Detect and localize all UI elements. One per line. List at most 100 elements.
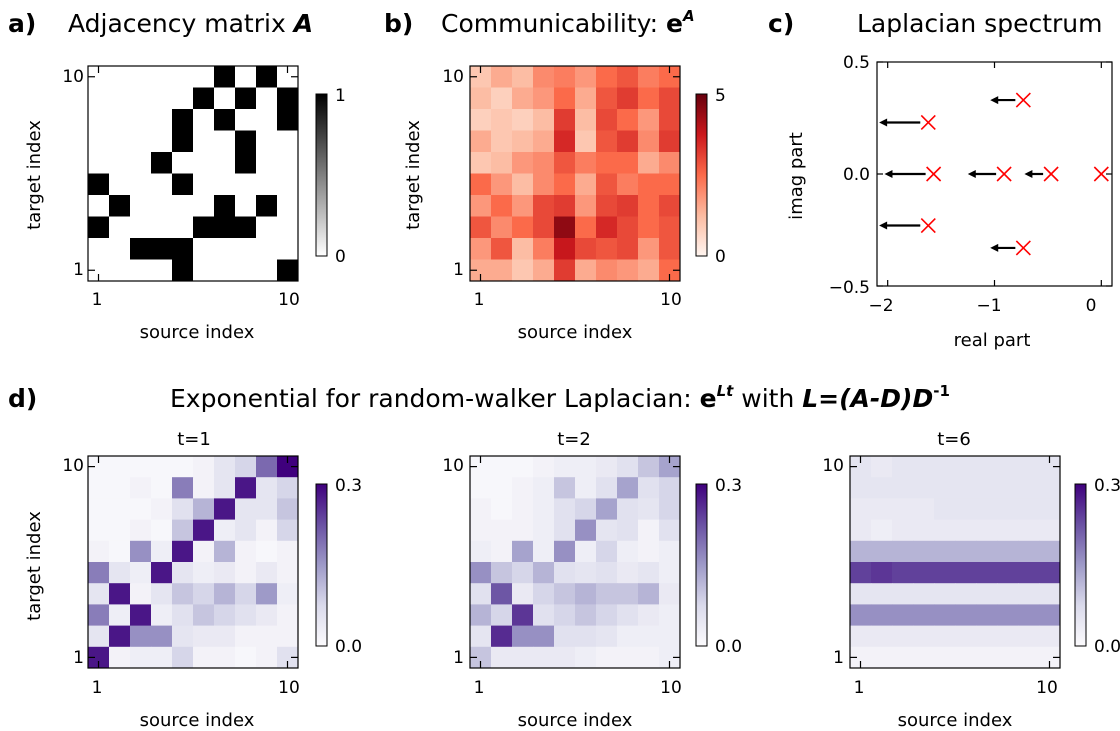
walker-t1-cell bbox=[214, 562, 236, 584]
walker-t2-cell bbox=[533, 519, 555, 542]
communicability-cell bbox=[617, 152, 639, 174]
adjacency-cell bbox=[193, 216, 215, 239]
adjacency-cell bbox=[109, 259, 131, 282]
walker-t2-ytick-1: 1 bbox=[453, 648, 464, 668]
spectrum-arrow-head bbox=[884, 170, 893, 178]
walker-t2-cell bbox=[512, 604, 534, 626]
walker-t6-cell bbox=[850, 456, 872, 478]
walker-t6-cell bbox=[913, 498, 935, 520]
walker-t6-cell bbox=[1039, 625, 1061, 648]
adjacency-cell bbox=[256, 173, 278, 196]
walker-t6-cell bbox=[1018, 456, 1040, 478]
walker-t6-cell bbox=[934, 646, 956, 669]
walker-t1-cell bbox=[151, 456, 173, 478]
communicability-cell bbox=[512, 259, 534, 282]
communicability-cell bbox=[470, 238, 492, 260]
panel-a-title: Adjacency matrix A bbox=[68, 9, 313, 38]
walker-t6-cell bbox=[1039, 646, 1061, 669]
communicability-cell bbox=[470, 216, 492, 239]
spectrum-arrow-head bbox=[990, 243, 999, 252]
walker-t1-cell bbox=[109, 519, 131, 542]
walker-t2-cell bbox=[533, 540, 555, 563]
walker-t1-cell bbox=[256, 477, 278, 499]
adjacency-cell bbox=[214, 87, 236, 110]
adjacency-xlabel: source index bbox=[140, 322, 255, 343]
walker-t6-cell bbox=[976, 562, 998, 584]
walker-t1-cell bbox=[235, 519, 257, 542]
communicability-cell bbox=[470, 173, 492, 196]
communicability-cell bbox=[533, 130, 555, 153]
communicability-ylabel: target index bbox=[403, 120, 424, 230]
spectrum-arrow-head bbox=[990, 96, 999, 105]
walker-t6-cell bbox=[913, 604, 935, 626]
walker-t1-cell bbox=[214, 477, 236, 499]
walker-t1-cell bbox=[193, 519, 215, 542]
communicability-cell bbox=[596, 238, 618, 260]
walker-t2-cell bbox=[470, 604, 492, 626]
adjacency-cell bbox=[256, 130, 278, 153]
walker-t6-ytick-1: 1 bbox=[833, 648, 844, 668]
walker-t6-cell bbox=[997, 540, 1019, 563]
communicability-cell bbox=[491, 87, 513, 110]
walker-t6-cell bbox=[850, 477, 872, 499]
walker-t1-cell bbox=[277, 519, 299, 542]
walker-t2-cell bbox=[596, 646, 618, 669]
walker-t2-cell bbox=[533, 498, 555, 520]
walker-t2-cell bbox=[491, 604, 513, 626]
adjacency-cell bbox=[130, 109, 152, 131]
walker-t1-cell bbox=[172, 583, 194, 605]
adjacency-cell bbox=[130, 195, 152, 217]
spectrum-plot bbox=[876, 61, 1113, 287]
walker-t6-cell bbox=[976, 477, 998, 499]
walker-t1-cell bbox=[130, 456, 152, 478]
walker-t1-xtick-1: 1 bbox=[92, 678, 103, 698]
communicability-cell bbox=[491, 195, 513, 217]
spectrum-ytick-0: 0.0 bbox=[843, 165, 870, 185]
walker-t2-cell bbox=[617, 540, 639, 563]
adjacency-cell bbox=[193, 173, 215, 196]
walker-t1-cell bbox=[277, 583, 299, 605]
adjacency-cell bbox=[235, 238, 257, 260]
communicability-cell bbox=[659, 109, 681, 131]
walker-t1-cell bbox=[130, 562, 152, 584]
walker-t6-cell bbox=[997, 456, 1019, 478]
walker-t1-cell bbox=[151, 646, 173, 669]
communicability-cell bbox=[638, 109, 660, 131]
walker-t1-cell bbox=[109, 625, 131, 648]
walker-t6-cell bbox=[850, 519, 872, 542]
communicability-cell bbox=[575, 66, 597, 88]
walker-t6-cell bbox=[976, 604, 998, 626]
walker-t2-cell bbox=[659, 456, 681, 478]
walker-t2-cell bbox=[638, 604, 660, 626]
communicability-frame bbox=[469, 65, 681, 282]
communicability-cell bbox=[470, 195, 492, 217]
adjacency-cell bbox=[277, 109, 299, 131]
adjacency-cell bbox=[109, 66, 131, 88]
communicability-cell bbox=[596, 130, 618, 153]
spectrum-marker bbox=[1015, 240, 1031, 256]
walker-t6-cell bbox=[976, 646, 998, 669]
adjacency-cell bbox=[109, 109, 131, 131]
walker-t6-cell bbox=[997, 498, 1019, 520]
walker-t2-cell bbox=[638, 477, 660, 499]
communicability-cell bbox=[470, 87, 492, 110]
walker-t1-cell bbox=[88, 562, 110, 584]
walker-t2-cell bbox=[659, 540, 681, 563]
walker-t6-cell bbox=[934, 625, 956, 648]
communicability-cell bbox=[575, 109, 597, 131]
adjacency-cell bbox=[109, 195, 131, 217]
walker-t6-frame bbox=[849, 455, 1061, 669]
walker-t1-cell bbox=[193, 456, 215, 478]
walker-t1-cell bbox=[88, 583, 110, 605]
adjacency-cell bbox=[151, 109, 173, 131]
communicability-cell bbox=[659, 238, 681, 260]
walker-t2-cell bbox=[491, 519, 513, 542]
walker-t6-cell bbox=[955, 646, 977, 669]
walker-t1-cell bbox=[256, 583, 278, 605]
walker-t6-cell bbox=[1039, 562, 1061, 584]
communicability-ytick-1: 1 bbox=[453, 260, 464, 280]
walker-t2-cell bbox=[617, 519, 639, 542]
walker-t6-cell bbox=[850, 625, 872, 648]
communicability-colorbar-bar bbox=[695, 93, 708, 257]
walker-t2-cell bbox=[512, 498, 534, 520]
